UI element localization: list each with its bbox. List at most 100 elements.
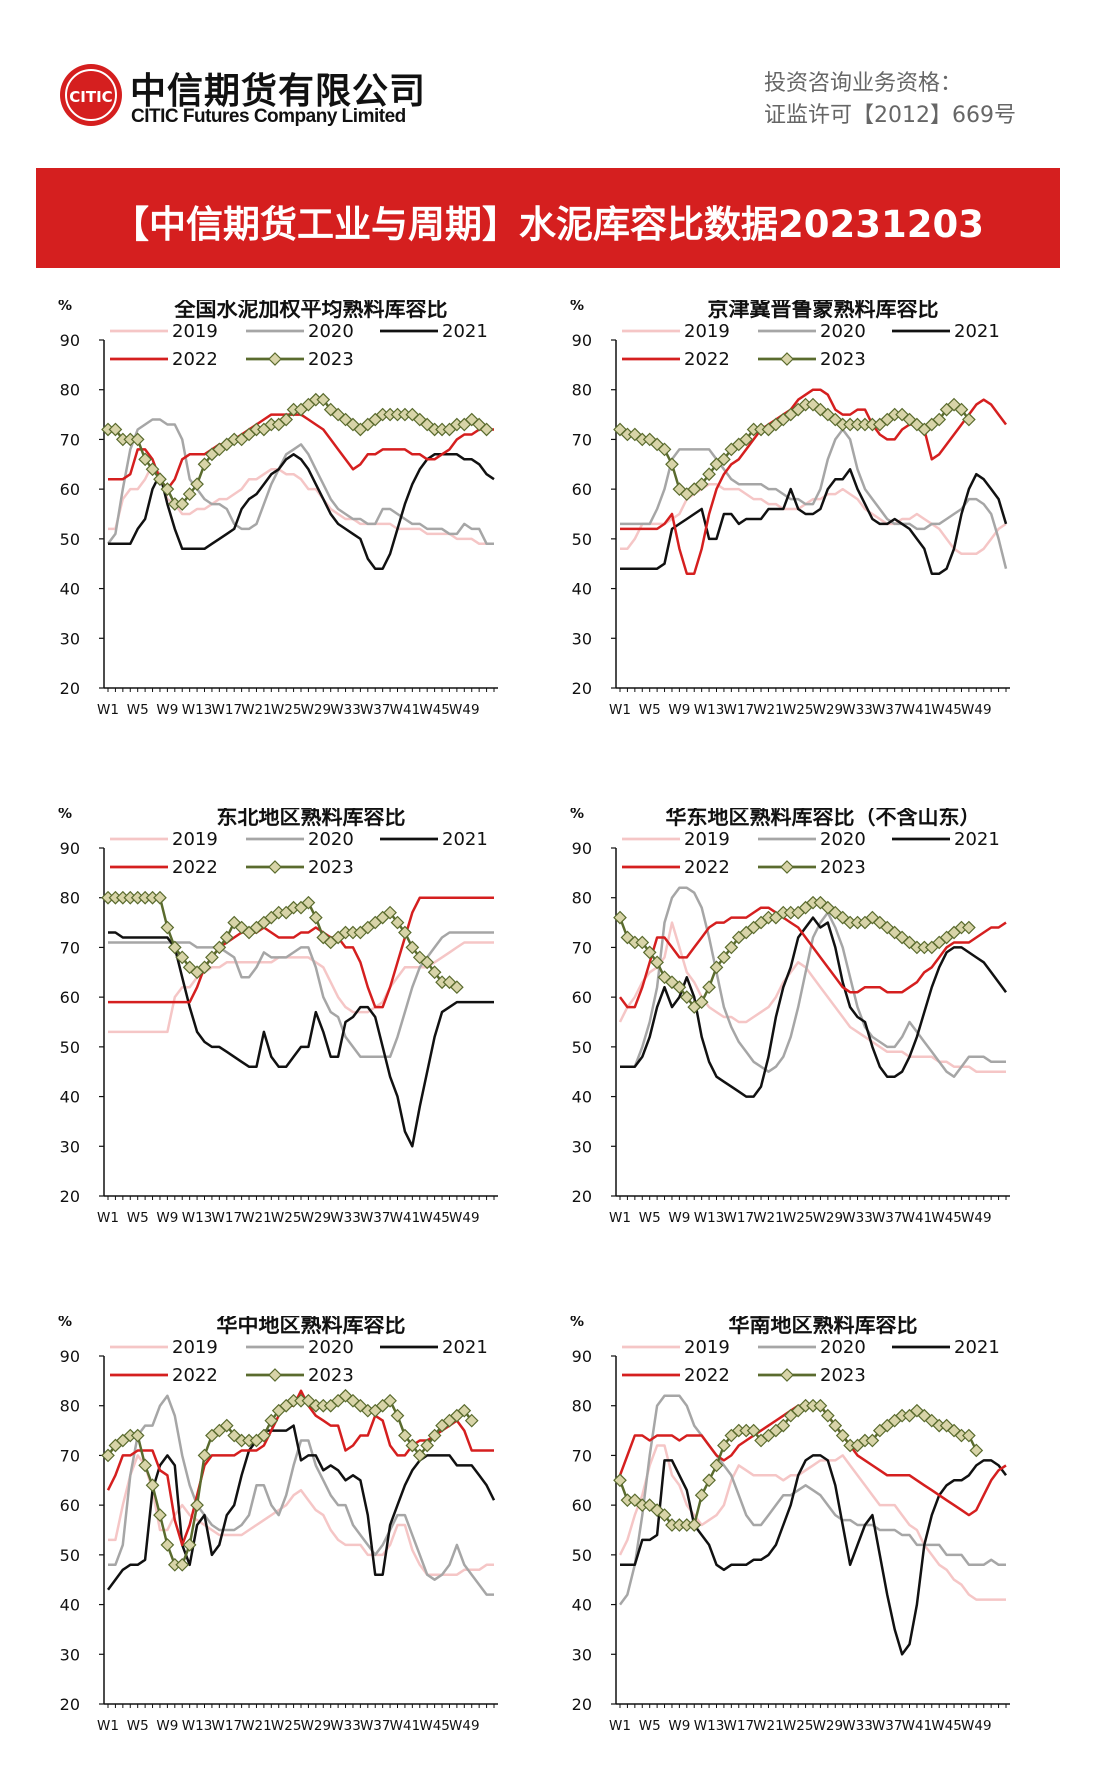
point-2023 xyxy=(175,1557,190,1572)
y-tick-label: 40 xyxy=(60,1088,80,1107)
x-tick-label: W41 xyxy=(902,702,933,718)
x-tick-label: W45 xyxy=(931,1210,962,1226)
legend-label-2020: 2020 xyxy=(820,1337,866,1358)
point-2023 xyxy=(197,1448,212,1463)
chart-northeast: 东北地区熟料库容比% 20 30 40 50 60 70 80 90 W1 W5 W9 W13 W17 W2… xyxy=(48,808,568,1268)
y-tick-label: 60 xyxy=(572,1496,592,1515)
y-tick-label: 50 xyxy=(572,1038,592,1057)
y-tick-label: 50 xyxy=(572,530,592,549)
series-line-2022 xyxy=(620,388,1008,575)
x-tick-label: W5 xyxy=(639,702,661,718)
point-2023 xyxy=(724,940,739,955)
point-2023 xyxy=(746,1423,761,1438)
chart-title: 华东地区熟料库容比（不含山东） xyxy=(666,808,981,829)
x-tick-label: W25 xyxy=(271,1210,302,1226)
point-2023 xyxy=(383,1393,397,1408)
point-2023 xyxy=(709,960,724,975)
x-tick-label: W25 xyxy=(271,1718,302,1734)
y-tick-label: 90 xyxy=(60,331,80,350)
legend-label-2021: 2021 xyxy=(954,829,1000,850)
point-2023 xyxy=(182,1538,197,1552)
x-tick-label: W29 xyxy=(813,1210,844,1226)
x-tick-label: W1 xyxy=(97,702,119,718)
x-tick-label: W41 xyxy=(390,1210,421,1226)
x-tick-label: W33 xyxy=(842,702,873,718)
chart-title: 华南地区熟料库容比 xyxy=(729,1316,918,1337)
point-2023 xyxy=(219,930,234,945)
chart-east-china: 华东地区熟料库容比（不含山东）% 20 30 40 50 60 70 80 90 W1 W5 W9 W1… xyxy=(560,808,1080,1268)
series-line-2019 xyxy=(618,1444,1006,1601)
y-unit-label: % xyxy=(58,1316,72,1330)
legend-marker-2023 xyxy=(268,860,282,874)
series-line-2021 xyxy=(108,453,495,570)
x-tick-label: W33 xyxy=(842,1718,873,1734)
series-line-2022 xyxy=(106,1389,494,1547)
point-2023 xyxy=(197,960,212,975)
x-tick-label: W1 xyxy=(609,1210,631,1226)
y-tick-label: 80 xyxy=(60,889,80,908)
point-2023 xyxy=(427,1428,442,1443)
point-2023 xyxy=(130,432,145,447)
x-tick-label: W17 xyxy=(724,702,755,718)
point-2023 xyxy=(390,915,405,930)
point-2023 xyxy=(212,940,227,955)
point-2023 xyxy=(717,950,731,965)
point-2023 xyxy=(138,452,152,467)
point-2023 xyxy=(205,950,219,965)
x-tick-label: W13 xyxy=(182,702,213,718)
point-2023 xyxy=(657,1508,672,1522)
x-tick-label: W29 xyxy=(301,1210,332,1226)
y-tick-label: 50 xyxy=(572,1546,592,1565)
point-2023 xyxy=(108,422,123,437)
qualification-line-2: 证监许可【2012】669号 xyxy=(764,103,1016,128)
legend-label-2021: 2021 xyxy=(442,321,488,342)
x-tick-label: W45 xyxy=(419,1210,450,1226)
y-tick-label: 30 xyxy=(572,1137,592,1156)
x-tick-label: W33 xyxy=(330,1718,361,1734)
y-tick-label: 60 xyxy=(60,988,80,1007)
y-tick-label: 70 xyxy=(572,938,592,957)
x-tick-label: W49 xyxy=(961,1210,992,1226)
x-tick-label: W33 xyxy=(330,702,361,718)
x-tick-label: W49 xyxy=(449,702,480,718)
chart-central-china: 华中地区熟料库容比% 20 30 40 50 60 70 80 90 W1 W5 W9 W13 W17 W2… xyxy=(48,1316,568,1776)
point-2023 xyxy=(175,497,190,511)
x-tick-label: W9 xyxy=(156,702,178,718)
series-line-2020 xyxy=(618,1394,1006,1606)
y-tick-label: 50 xyxy=(60,530,80,549)
point-2023 xyxy=(687,1518,702,1532)
legend-label-2021: 2021 xyxy=(442,829,488,850)
y-tick-label: 20 xyxy=(60,1187,80,1206)
x-tick-label: W37 xyxy=(360,1718,391,1734)
point-2023 xyxy=(702,980,716,995)
x-tick-label: W45 xyxy=(419,702,450,718)
x-tick-label: W17 xyxy=(724,1718,755,1734)
point-2023 xyxy=(405,1438,420,1453)
x-tick-label: W21 xyxy=(753,1718,784,1734)
page-title: 【中信期货工业与周期】水泥库容比数据20231203 xyxy=(112,203,984,246)
x-tick-label: W1 xyxy=(609,1718,631,1734)
point-2023 xyxy=(672,980,687,995)
x-tick-label: W49 xyxy=(449,1718,480,1734)
point-2023 xyxy=(865,1433,880,1448)
legend-label-2020: 2020 xyxy=(308,829,354,850)
company-name-cn: 中信期货有限公司 xyxy=(130,71,427,112)
x-tick-label: W17 xyxy=(724,1210,755,1226)
y-tick-label: 20 xyxy=(572,1695,592,1714)
point-2023 xyxy=(160,920,175,935)
series-line-2020 xyxy=(106,418,494,546)
x-tick-label: W17 xyxy=(212,1718,243,1734)
qualification-line-1: 投资咨询业务资格： xyxy=(764,71,963,96)
series-line-2019 xyxy=(620,482,1007,556)
y-tick-label: 80 xyxy=(572,889,592,908)
point-2023 xyxy=(130,1428,145,1443)
series-line-2019 xyxy=(618,921,1006,1073)
point-2023 xyxy=(739,432,754,447)
point-2023 xyxy=(390,1408,405,1423)
x-tick-label: W9 xyxy=(668,1718,690,1734)
y-tick-label: 70 xyxy=(60,938,80,957)
x-tick-label: W9 xyxy=(156,1718,178,1734)
title-banner: 【中信期货工业与周期】水泥库容比数据20231203 xyxy=(36,168,1060,268)
y-tick-label: 80 xyxy=(572,381,592,400)
